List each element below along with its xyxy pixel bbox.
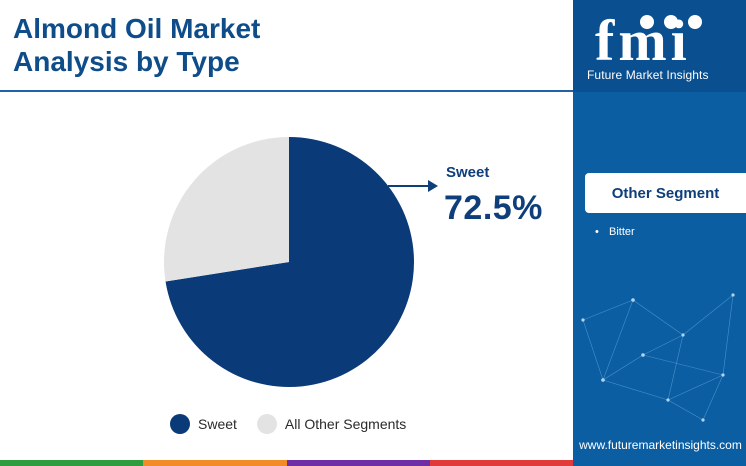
legend-label-other: All Other Segments: [284, 416, 407, 432]
title-line-2: Analysis by Type: [13, 46, 240, 77]
callout-value: 72.5%: [444, 189, 543, 227]
other-segment-list: Bitter: [595, 224, 635, 240]
legend-item-other: All Other Segments: [256, 414, 407, 434]
website-link[interactable]: www.futuremarketinsights.com: [579, 438, 742, 452]
strip-red: [429, 460, 573, 466]
callout-arrow-icon: [388, 180, 438, 192]
other-segment-heading: Other Segment: [585, 173, 746, 213]
legend-label-sweet: Sweet: [198, 416, 237, 432]
fmi-logo: fmi: [595, 10, 702, 73]
pie-slice-all-other-segments: [164, 137, 289, 282]
chart-legend: Sweet All Other Segments: [170, 414, 406, 434]
strip-orange: [143, 460, 287, 466]
legend-swatch-other: [256, 414, 277, 434]
strip-green: [0, 460, 144, 466]
pie-chart: [164, 137, 414, 387]
bottom-color-strip: [0, 460, 573, 466]
title-line-1: Almond Oil Market: [13, 13, 261, 44]
page-title: Almond Oil Market Analysis by Type: [13, 12, 553, 78]
strip-purple: [286, 460, 430, 466]
logo-area: [573, 0, 746, 92]
segment-item: Bitter: [595, 224, 635, 240]
sidebar-panel: fmi Future Market Insights Other Segment…: [573, 0, 746, 466]
legend-swatch-sweet: [170, 414, 190, 434]
callout-label: Sweet: [446, 164, 490, 181]
legend-item-sweet: Sweet: [170, 414, 237, 434]
network-graphic: [581, 293, 735, 422]
header-divider: [0, 90, 573, 92]
pie-slice-sweet: [165, 137, 414, 387]
brand-tagline: Future Market Insights: [587, 68, 709, 82]
